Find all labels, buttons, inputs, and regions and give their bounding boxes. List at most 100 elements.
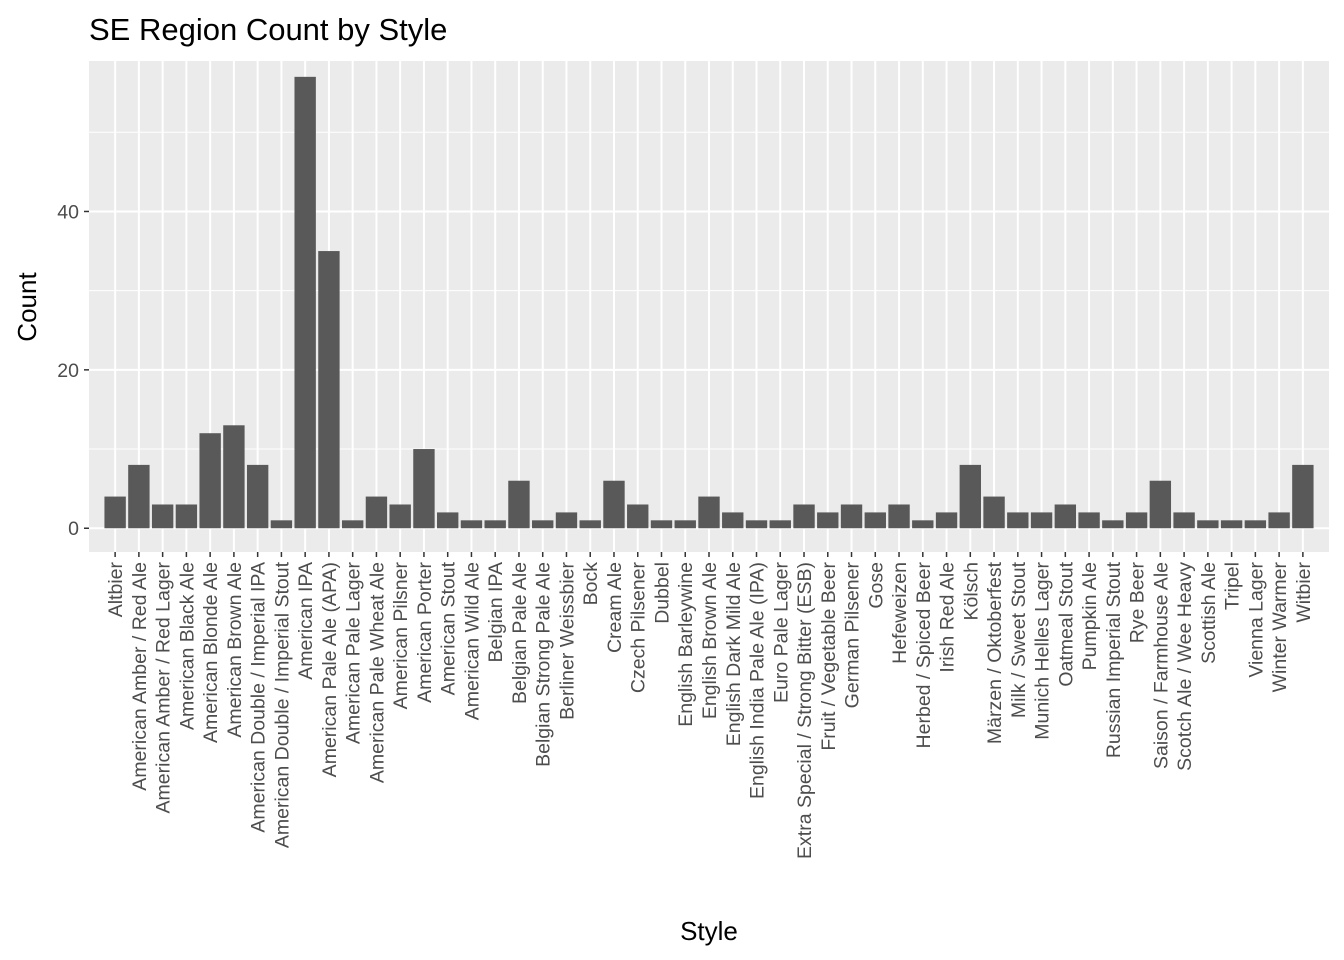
x-tick-label: American Pale Ale (APA) — [319, 562, 341, 777]
bar — [1244, 520, 1267, 529]
x-tick-label: Munich Helles Lager — [1032, 562, 1054, 740]
bar — [1292, 464, 1314, 529]
bar — [1054, 504, 1077, 529]
bar — [389, 504, 411, 529]
x-tick-label: Extra Special / Strong Bitter (ESB) — [794, 562, 816, 859]
x-axis: Altbier American Amber / Red Ale American … — [105, 552, 1315, 859]
x-tick-label: Tripel — [1222, 562, 1244, 610]
bar — [1030, 512, 1053, 529]
bar — [508, 480, 530, 529]
x-tick-label: Belgian IPA — [485, 562, 507, 662]
bar — [935, 512, 958, 529]
x-tick-label: Berliner Weissbier — [556, 561, 578, 719]
bar — [341, 520, 364, 529]
bar — [840, 504, 863, 529]
x-tick-label: American Stout — [438, 561, 460, 695]
x-tick-label: American Pilsner — [390, 562, 412, 710]
bar — [532, 520, 554, 529]
x-tick-label: American Porter — [414, 562, 436, 703]
bar — [959, 464, 981, 529]
x-tick-label: Gose — [865, 562, 887, 609]
bar — [793, 504, 815, 529]
bar — [104, 496, 126, 529]
bar — [769, 520, 791, 529]
bar — [627, 504, 649, 529]
x-tick-label: American Amber / Red Lager — [153, 561, 175, 813]
bar — [888, 504, 910, 529]
x-tick-label: Altbier — [105, 562, 127, 618]
x-tick-label: American Blonde Ale — [200, 562, 222, 743]
x-tick-label: Fruit / Vegetable Beer — [818, 562, 840, 751]
x-tick-label: American Pale Lager — [343, 562, 365, 745]
bar — [128, 464, 150, 529]
x-tick-label: Kölsch — [960, 562, 982, 621]
x-tick-label: Bock — [580, 562, 602, 606]
x-axis-title: Style — [680, 916, 738, 946]
x-tick-label: Herbed / Spiced Beer — [913, 562, 935, 749]
x-tick-label: English Barleywine — [675, 562, 697, 727]
x-tick-label: American Double / Imperial Stout — [271, 561, 293, 848]
bar — [1220, 520, 1243, 529]
x-tick-label: Irish Red Ale — [937, 562, 959, 673]
bar — [745, 520, 768, 529]
x-tick-label: Märzen / Oktoberfest — [984, 561, 1006, 744]
bar — [864, 512, 886, 529]
bar — [722, 512, 744, 529]
bar — [1173, 512, 1195, 529]
y-axis: 0 20 40 — [57, 201, 89, 540]
bar — [983, 496, 1005, 529]
x-tick-label: American Amber / Red Ale — [129, 562, 151, 791]
x-tick-label: Dubbel — [651, 562, 673, 624]
bar — [698, 496, 720, 529]
x-tick-label: English Brown Ale — [699, 562, 721, 719]
bar — [603, 480, 625, 529]
x-tick-label: German Pilsener — [842, 561, 864, 708]
bar — [1197, 520, 1219, 529]
y-tick-label: 0 — [68, 518, 79, 540]
bar — [223, 425, 245, 529]
x-tick-label: Oatmeal Stout — [1055, 561, 1077, 686]
x-tick-label: American IPA — [295, 562, 317, 680]
bar — [437, 512, 459, 529]
x-tick-label: English Dark Mild Ale — [723, 562, 745, 746]
x-tick-label: Belgian Pale Ale — [509, 562, 531, 704]
x-tick-label: American Brown Ale — [224, 562, 246, 738]
x-tick-label: Pumpkin Ale — [1079, 562, 1101, 670]
x-tick-label: Czech Pilsener — [628, 561, 650, 693]
bar — [1268, 512, 1290, 529]
y-tick-label: 40 — [57, 201, 79, 223]
bar — [460, 520, 483, 529]
bar — [1078, 512, 1100, 529]
x-tick-label: American Double / Imperial IPA — [248, 562, 270, 833]
bar — [1007, 512, 1029, 529]
x-tick-label: Euro Pale Lager — [770, 562, 792, 703]
x-tick-label: Witbier — [1293, 561, 1315, 622]
bar — [1102, 520, 1124, 529]
bar — [579, 520, 601, 529]
bar — [294, 76, 316, 529]
chart-title: SE Region Count by Style — [89, 12, 447, 47]
bar — [270, 520, 293, 529]
x-tick-label: Scottish Ale — [1198, 562, 1220, 664]
bars — [104, 76, 1314, 529]
x-tick-label: Belgian Strong Pale Ale — [533, 562, 555, 767]
bar — [199, 433, 221, 529]
bar — [151, 504, 174, 529]
bar — [674, 520, 696, 529]
bar — [555, 512, 578, 529]
x-tick-label: Cream Ale — [604, 562, 626, 653]
x-tick-label: Rye Beer — [1127, 562, 1149, 644]
bar — [365, 496, 388, 529]
x-tick-label: Milk / Sweet Stout — [1008, 561, 1030, 718]
y-axis-title: Count — [12, 272, 42, 342]
bar — [318, 251, 340, 529]
x-tick-label: Hefeweizen — [889, 562, 911, 664]
x-tick-label: Winter Warmer — [1269, 561, 1291, 692]
bar — [1149, 480, 1172, 529]
x-tick-label: American Wild Ale — [461, 562, 483, 720]
x-tick-label: Russian Imperial Stout — [1103, 561, 1125, 758]
bar — [1125, 512, 1148, 529]
bar — [650, 520, 673, 529]
bar — [912, 520, 934, 529]
